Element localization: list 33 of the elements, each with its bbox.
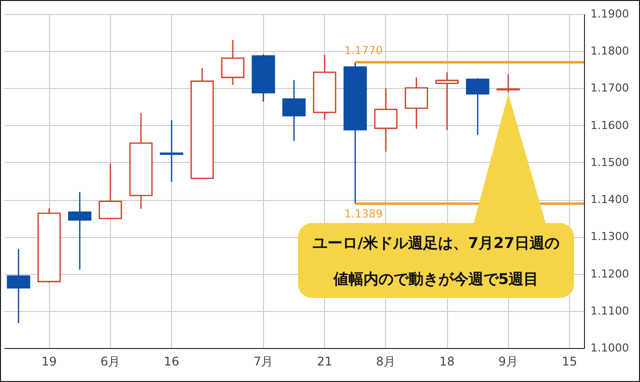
candlestick	[374, 88, 398, 152]
x-tick-label: 21	[316, 354, 332, 368]
x-tick-label: 7月	[254, 354, 274, 368]
y-tick-label: 1.1000	[590, 342, 629, 354]
y-tick-label: 1.1400	[590, 193, 629, 206]
y-tick-label: 1.1100	[590, 304, 629, 318]
candlestick	[160, 119, 184, 182]
x-tick-label: 16	[164, 354, 180, 368]
y-tick-label: 1.1900	[590, 8, 629, 20]
y-tick-label: 1.1200	[590, 267, 629, 280]
x-tick-label: 6月	[100, 354, 120, 368]
candlestick	[466, 78, 490, 136]
candlestick	[98, 162, 122, 220]
candlestick	[435, 72, 459, 131]
x-tick-label: 8月	[376, 354, 396, 368]
y-tick-label: 1.1700	[590, 82, 629, 95]
text: ユーロ/米ドル週足は、7月27日週の値幅内ので動きが今週で5週目	[312, 234, 560, 288]
x-tick-label: 18	[439, 354, 455, 368]
candlestick	[496, 73, 520, 94]
candlestick	[404, 76, 428, 130]
y-tick-label: 1.1300	[590, 230, 629, 244]
y-tick-label: 1.1800	[590, 44, 629, 58]
y-tick-label: 1.1500	[590, 156, 629, 169]
candlestick	[68, 191, 92, 270]
x-tick-label: 9月	[498, 354, 518, 368]
ref-line-label: 1.1389	[344, 208, 383, 221]
ref-line-label: 1.1770	[344, 44, 383, 58]
x-tick-label: 19	[42, 354, 57, 368]
candlestick	[6, 248, 30, 324]
candlestick	[221, 39, 244, 86]
candlestick	[282, 79, 306, 142]
x-tick-label: 15	[562, 354, 578, 368]
y-tick-label: 1.1600	[590, 118, 629, 132]
